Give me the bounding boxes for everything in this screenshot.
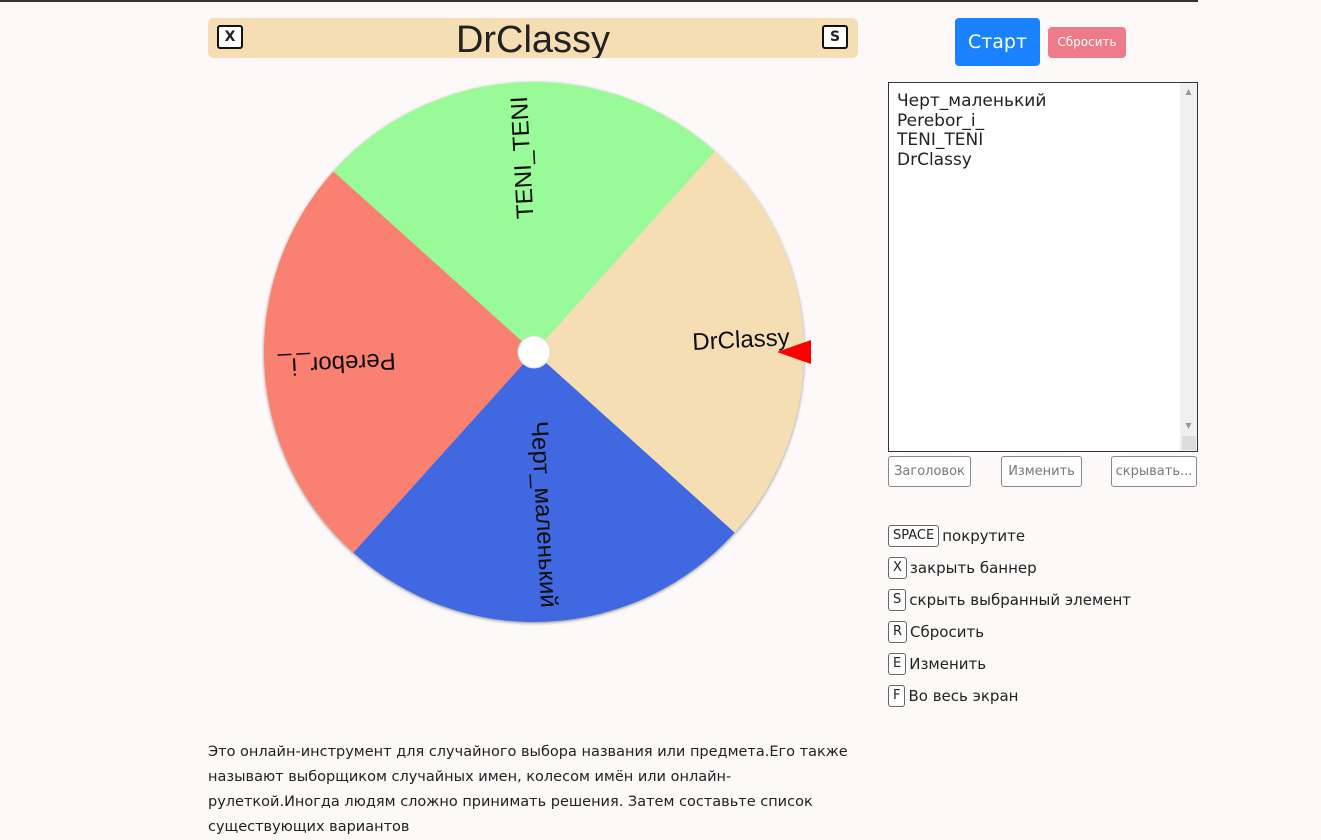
wheel-segment-label: Perebor_i_ — [277, 347, 396, 380]
description-text: Это онлайн-инструмент для случайного выб… — [208, 744, 848, 835]
wheel-segment — [534, 151, 804, 533]
shortcut-key: SPACE — [888, 525, 940, 547]
scroll-down-icon[interactable]: ▼ — [1185, 421, 1192, 430]
hide-options-button[interactable]: скрывать... — [1111, 456, 1197, 487]
top-border — [0, 0, 1198, 2]
shortcut-row: R Сбросить — [888, 621, 984, 645]
close-banner-button[interactable]: X — [217, 25, 243, 49]
shortcut-key: F — [888, 685, 906, 707]
shortcut-row: F Во весь экран — [888, 685, 1018, 709]
wheel-hub — [517, 335, 551, 369]
wheel-segment — [333, 82, 715, 353]
shortcut-key: S — [888, 589, 907, 611]
shortcut-label: закрыть баннер — [909, 559, 1037, 577]
wheel-segment — [264, 171, 534, 553]
shortcut-label: Во весь экран — [908, 687, 1019, 705]
winner-title: DrClassy — [455, 19, 611, 58]
title-button[interactable]: Заголовок — [888, 456, 971, 487]
start-button[interactable]: Старт — [955, 18, 1040, 66]
shortcut-row: SPACE покрутите — [888, 525, 1025, 549]
scroll-up-icon[interactable]: ▲ — [1185, 87, 1192, 96]
shortcut-key: E — [888, 653, 907, 675]
wheel-segment-label: TENI_TENI — [506, 96, 539, 220]
reset-button[interactable]: Сбросить — [1048, 27, 1126, 58]
pointer-icon — [777, 340, 811, 364]
names-list-text: Черт_маленький Perebor_i_ TENI_TENI DrCl… — [897, 91, 1047, 170]
winner-banner: X DrClassy S — [208, 18, 858, 58]
shortcut-key: X — [888, 557, 907, 579]
shortcut-key: R — [888, 621, 908, 643]
scrollbar[interactable]: ▲ ▼ — [1180, 83, 1197, 451]
edit-button[interactable]: Изменить — [1001, 456, 1082, 487]
shortcut-label: Сбросить — [910, 623, 985, 641]
shortcut-label: скрыть выбранный элемент — [909, 591, 1132, 609]
wheel-segment-label: DrClassy — [692, 324, 791, 356]
shortcut-label: покрутите — [942, 527, 1026, 545]
wheel-segment — [353, 352, 735, 623]
names-textarea[interactable]: Черт_маленький Perebor_i_ TENI_TENI DrCl… — [888, 82, 1198, 452]
hide-selected-button[interactable]: S — [822, 25, 848, 49]
spin-wheel[interactable]: DrClassyЧерт_маленькийPerebor_i_TENI_TEN… — [250, 70, 830, 640]
resize-handle-icon[interactable] — [1182, 436, 1196, 450]
shortcut-label: Изменить — [909, 655, 987, 673]
shortcut-row: E Изменить — [888, 653, 986, 677]
